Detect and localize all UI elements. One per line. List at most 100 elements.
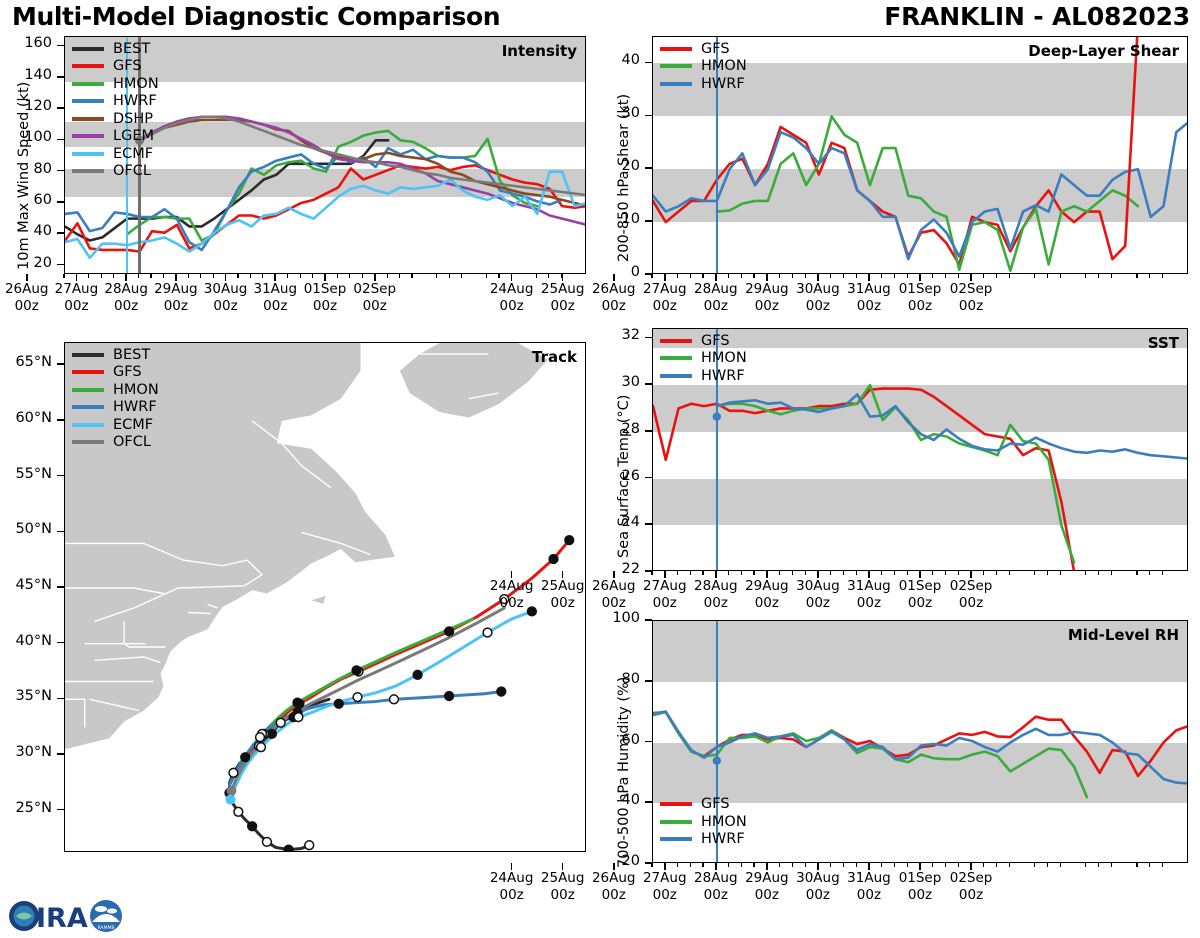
- shear-x-minor-tick: [995, 274, 998, 278]
- sst-x-minor-tick: [791, 571, 793, 575]
- intensity-y-tick-label: 100: [24, 129, 52, 146]
- track-marker-hmon: [292, 697, 303, 708]
- shear-x-minor-tick: [791, 274, 793, 278]
- intensity-legend-item[interactable]: HWRF: [72, 93, 159, 111]
- shear-y-tick-mark: [645, 167, 652, 170]
- shear-legend-item[interactable]: HMON: [660, 58, 747, 76]
- legend-label: HMON: [701, 350, 747, 367]
- landmass-north-america: [65, 343, 395, 750]
- shear-x-minor-tick: [676, 274, 679, 278]
- intensity-legend-item[interactable]: OFCL: [72, 163, 159, 181]
- rh-x-minor-tick: [740, 863, 742, 867]
- shear-x-minor-tick: [893, 274, 896, 278]
- sst-x-tick-label: 31Aug 00z: [847, 578, 891, 611]
- shear-x-minor-tick: [804, 274, 806, 278]
- panel-shear: 200-850 hPa Shear (kt) 0 10 20 30 40 24Aug 00…: [490, 0, 1200, 320]
- intensity-x-minor-tick: [212, 274, 214, 278]
- shear-x-tick-label: 29Aug 00z: [745, 281, 789, 314]
- legend-label: DSHP: [113, 110, 154, 127]
- intensity-legend-item[interactable]: HMON: [72, 75, 159, 93]
- rh-x-tick-mark: [663, 863, 666, 870]
- border-state-6: [89, 698, 140, 712]
- sst-y-tick-mark: [645, 430, 652, 432]
- shear-legend-item[interactable]: HWRF: [660, 75, 747, 93]
- intensity-x-tick-label: 28Aug 00z: [104, 281, 148, 314]
- sst-x-minor-tick: [1098, 571, 1100, 575]
- intensity-x-minor-tick: [560, 274, 562, 278]
- border-state-9: [188, 611, 211, 615]
- border-state-1: [65, 587, 164, 595]
- track-legend-item[interactable]: BEST: [72, 346, 159, 364]
- shear-x-tick-label: 25Aug 00z: [540, 281, 585, 314]
- intensity-x-minor-tick: [311, 274, 314, 278]
- sst-x-minor-tick: [1008, 571, 1010, 575]
- track-lat-tick-mark: [57, 586, 64, 588]
- track-marker-hwrf: [443, 690, 455, 702]
- intensity-legend-item[interactable]: GFS: [72, 58, 159, 76]
- shaded-band: [653, 329, 1187, 348]
- storm-title: FRANKLIN - AL082023: [884, 2, 1190, 31]
- border-state-4: [94, 656, 161, 664]
- intensity-x-tick-mark: [125, 274, 127, 281]
- intensity-x-tick-mark: [224, 274, 227, 281]
- shear-x-tick-label: 28Aug 00z: [694, 281, 738, 314]
- rh-y-tick-mark: [645, 801, 652, 804]
- intensity-legend-item[interactable]: DSHP: [72, 110, 159, 128]
- rh-x-tick-label: 27Aug 00z: [642, 870, 687, 903]
- legend-label: HWRF: [113, 93, 157, 110]
- rh-legend-item[interactable]: HMON: [660, 813, 747, 831]
- shaded-band: [653, 385, 1187, 432]
- series-line-hmon: [715, 383, 1076, 564]
- shear-legend-item[interactable]: GFS: [660, 40, 747, 58]
- track-marker-gfs: [564, 534, 575, 546]
- shear-x-tick-mark: [510, 274, 513, 281]
- rh-x-minor-tick: [983, 863, 985, 867]
- intensity-legend-item[interactable]: ECMF: [72, 145, 159, 163]
- shear-x-minor-tick: [1136, 274, 1138, 278]
- intensity-legend-item[interactable]: LGEM: [72, 128, 159, 146]
- sst-y-tick-label: 30: [621, 374, 640, 391]
- intensity-x-minor-tick: [349, 274, 351, 278]
- shear-x-minor-tick: [1110, 274, 1113, 278]
- rh-x-tick-mark: [715, 863, 717, 870]
- sst-legend-item[interactable]: HMON: [660, 350, 747, 368]
- track-map-area: Track: [64, 342, 586, 852]
- sst-legend-item[interactable]: GFS: [660, 332, 747, 350]
- sst-x-minor-tick: [804, 571, 806, 575]
- sst-legend-item[interactable]: HWRF: [660, 367, 747, 385]
- rh-x-tick-mark: [817, 863, 819, 870]
- track-legend-item[interactable]: HWRF: [72, 399, 159, 417]
- series-line-gfs: [653, 125, 1127, 266]
- series-line-gfs: [65, 164, 585, 253]
- rh-x-tick-label: 31Aug 00z: [847, 870, 891, 903]
- shear-x-minor-tick: [1161, 274, 1164, 278]
- track-lat-tick-mark: [57, 474, 64, 477]
- series-line-gfs-overflow: [1123, 37, 1139, 246]
- track-marker-ecmf: [352, 691, 363, 703]
- sst-x-tick-label: 28Aug 00z: [694, 578, 738, 611]
- shear-x-tick-mark: [715, 274, 717, 281]
- legend-label: HWRF: [701, 367, 745, 384]
- rh-legend-item[interactable]: GFS: [660, 796, 747, 814]
- sst-x-tick-mark: [919, 571, 921, 578]
- intensity-legend-item[interactable]: BEST: [72, 40, 159, 58]
- legend-label: GFS: [701, 332, 730, 349]
- rh-y-tick-mark: [645, 862, 652, 864]
- track-legend-item[interactable]: ECMF: [72, 416, 159, 434]
- sst-x-minor-tick: [740, 571, 742, 575]
- legend-color-swatch-dshp: [72, 116, 104, 121]
- legend-label: HMON: [113, 75, 159, 92]
- rh-x-tick-label: 01Sep 00z: [898, 870, 942, 903]
- sst-legend: GFS HMON HWRF: [660, 332, 747, 385]
- track-legend-item[interactable]: OFCL: [72, 434, 159, 452]
- shear-x-minor-tick: [1059, 274, 1061, 278]
- rh-x-minor-tick: [906, 863, 908, 867]
- intensity-legend: BEST GFS HMON HWRF DSHP LGEM ECMF OFCL: [72, 40, 159, 180]
- sst-y-tick-mark: [645, 383, 652, 385]
- rh-legend-item[interactable]: HWRF: [660, 831, 747, 849]
- legend-label: GFS: [701, 796, 730, 813]
- shear-x-minor-tick: [1034, 274, 1036, 278]
- intensity-y-tick-label: 40: [33, 223, 52, 240]
- track-legend-item[interactable]: HMON: [72, 381, 159, 399]
- track-legend-item[interactable]: GFS: [72, 364, 159, 382]
